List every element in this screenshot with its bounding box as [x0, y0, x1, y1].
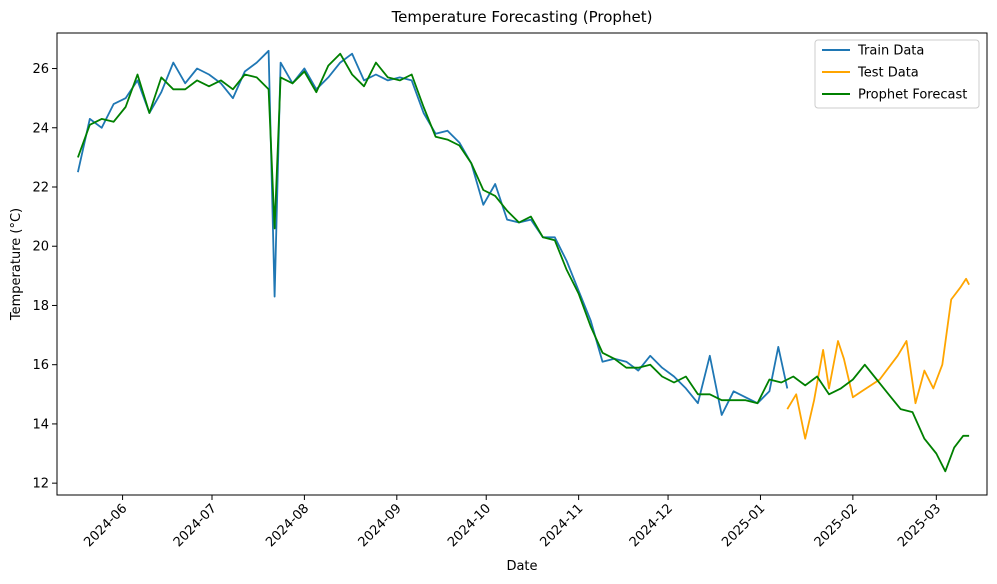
series-line-2 — [77, 52, 970, 473]
y-tick-label: 26 — [32, 62, 49, 77]
y-axis: 12 14 16 18 20 22 24 26 — [32, 62, 57, 492]
plot-area — [77, 49, 970, 473]
legend-label: Test Data — [857, 66, 919, 81]
y-axis-label: Temperature (°C) — [9, 208, 24, 321]
y-tick-label: 18 — [32, 299, 49, 314]
y-tick-label: 20 — [32, 240, 49, 255]
legend-box — [814, 39, 980, 109]
x-axis-label: Date — [506, 559, 537, 574]
y-tick-label: 24 — [32, 121, 49, 136]
y-tick-label: 12 — [32, 477, 49, 492]
series-line-1 — [786, 277, 970, 440]
y-tick-label: 14 — [32, 417, 49, 432]
plot-frame — [56, 32, 988, 496]
legend-label: Train Data — [857, 44, 924, 59]
y-tick-label: 22 — [32, 181, 49, 196]
chart-title: Temperature Forecasting (Prophet) — [391, 8, 653, 26]
y-tick-label: 16 — [32, 358, 49, 373]
legend-label: Prophet Forecast — [858, 88, 967, 103]
legend: Train Data Test Data Prophet Forecast — [814, 39, 980, 109]
